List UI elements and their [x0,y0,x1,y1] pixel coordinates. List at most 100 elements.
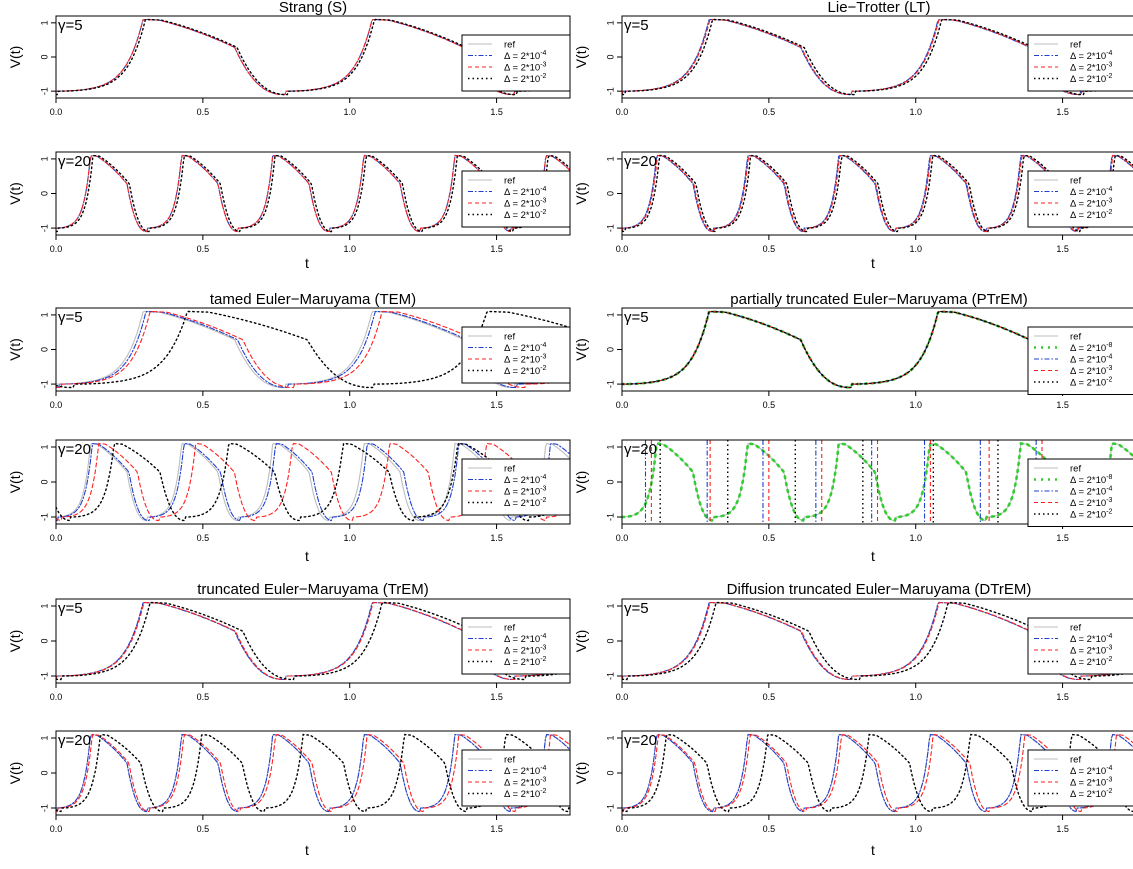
series-line [56,310,570,389]
x-tick-label: 0.0 [50,692,63,702]
legend-entry: Δ = 2*10-4 [504,50,547,62]
y-axis-label: V(t) [7,182,23,205]
legend-entry: Δ = 2*10-2 [1070,788,1113,800]
y-axis-label: V(t) [573,46,589,69]
y-tick-label: 0 [39,347,49,352]
legend-entry: Δ = 2*10-2 [1070,656,1113,668]
series-line [622,154,1133,233]
legend-entry: Δ = 2*10-4 [504,474,547,486]
y-tick-label: 0 [605,191,615,196]
y-axis-label: V(t) [7,46,23,69]
x-tick-label: 0.0 [616,692,629,702]
series-line [56,442,570,522]
y-axis-label: V(t) [573,338,589,361]
x-tick-label: 1.0 [909,692,922,702]
x-tick-label: 1.5 [490,824,503,834]
x-tick-label: 1.0 [909,244,922,254]
x-tick-label: 0.5 [763,400,776,410]
legend-entry: Δ = 2*10-3 [1070,198,1113,210]
x-tick-label: 1.0 [909,400,922,410]
legend-entry: Δ = 2*10-3 [504,486,547,498]
chart-title: tamed Euler−Maruyama (TEM) [210,291,416,308]
legend-entry: Δ = 2*10-3 [504,777,547,789]
chart-title: Lie−Trotter (LT) [828,0,931,16]
x-tick-label: 1.5 [490,692,503,702]
chart-title: Diffusion truncated Euler−Maruyama (DTrE… [727,581,1032,598]
gamma-label: γ=5 [624,600,649,617]
legend-entry: Δ = 2*10-3 [504,354,547,366]
y-tick-label: 0 [39,479,49,484]
x-tick-label: 0.5 [763,533,776,543]
x-axis-label: t [305,842,309,858]
x-tick-label: 0.0 [616,400,629,410]
y-tick-label: 0 [39,191,49,196]
y-axis-label: V(t) [7,338,23,361]
x-tick-label: 1.0 [909,533,922,543]
gamma-label: γ=20 [58,153,91,170]
legend-entry: Δ = 2*10-2 [1070,209,1113,221]
x-tick-label: 1.0 [343,533,356,543]
x-tick-label: 1.5 [490,533,503,543]
legend-entry: Δ = 2*10-4 [1070,486,1113,498]
x-tick-label: 0.0 [616,533,629,543]
y-tick-label: -1 [605,380,615,388]
x-tick-label: 1.5 [1056,107,1069,117]
x-tick-label: 0.0 [50,824,63,834]
gamma-label: γ=5 [58,309,83,326]
x-tick-label: 0.5 [197,400,210,410]
legend-entry: Δ = 2*10-2 [504,365,547,377]
chart-title: partially truncated Euler−Maruyama (PTrE… [730,291,1027,308]
y-axis-label: V(t) [573,630,589,653]
x-axis-label: t [871,548,875,564]
legend-entry: ref [504,40,515,51]
y-axis-label: V(t) [573,182,589,205]
legend-entry: ref [1070,755,1081,766]
x-tick-label: 1.5 [1056,692,1069,702]
legend-entry: Δ = 2*10-2 [1070,377,1113,389]
legend-entry: Δ = 2*10-4 [504,633,547,645]
x-tick-label: 0.5 [763,244,776,254]
x-tick-label: 1.5 [490,107,503,117]
y-tick-label: 1 [605,444,615,449]
legend-entry: Δ = 2*10-3 [504,198,547,210]
y-tick-label: 1 [39,20,49,25]
y-axis-label: V(t) [7,762,23,785]
legend-entry: Δ = 2*10-2 [1070,73,1113,85]
y-axis-label: V(t) [7,471,23,494]
x-tick-label: 0.5 [763,692,776,702]
x-tick-label: 0.5 [197,824,210,834]
x-tick-label: 1.5 [490,244,503,254]
y-tick-label: 0 [39,770,49,775]
legend-entry: ref [1070,332,1081,343]
x-tick-label: 1.5 [1056,824,1069,834]
legend-entry: Δ = 2*10-3 [1070,645,1113,657]
y-tick-label: 1 [605,603,615,608]
legend-entry: ref [1070,176,1081,187]
y-tick-label: -1 [605,672,615,680]
legend-entry: Δ = 2*10-3 [504,62,547,74]
legend-entry: Δ = 2*10-4 [504,765,547,777]
gamma-label: γ=20 [624,732,657,749]
gamma-label: γ=5 [624,309,649,326]
y-tick-label: 1 [605,156,615,161]
x-tick-label: 1.0 [909,824,922,834]
y-axis-label: V(t) [7,630,23,653]
legend-entry: ref [504,623,515,634]
legend-entry: Δ = 2*10-4 [1070,354,1113,366]
x-tick-label: 0.0 [50,400,63,410]
x-tick-label: 0.0 [616,244,629,254]
